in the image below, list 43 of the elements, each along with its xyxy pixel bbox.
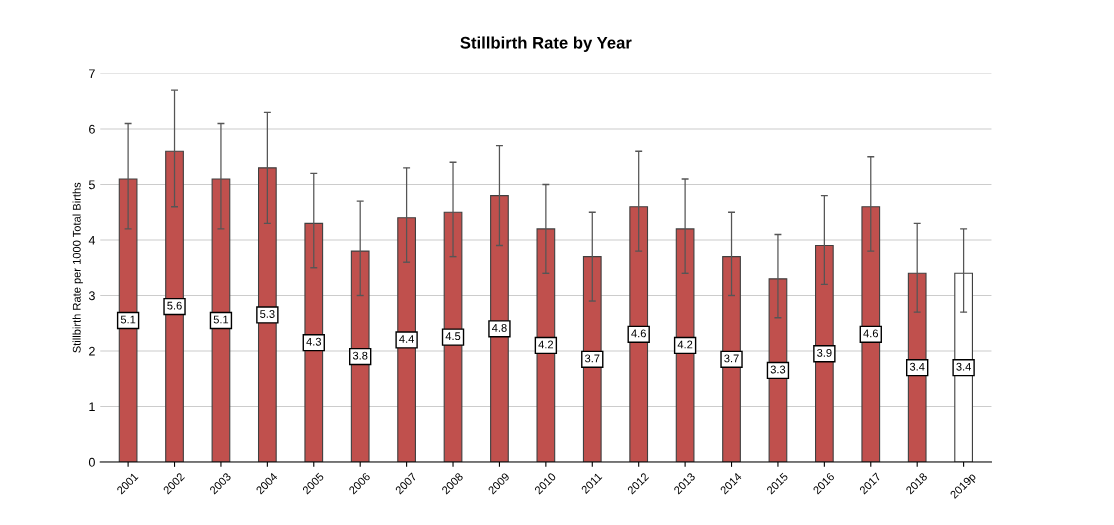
- bar: [629, 206, 649, 462]
- data-label: 3.3: [770, 365, 786, 374]
- y-tick-label: 3: [88, 291, 95, 301]
- data-label: 5.1: [213, 315, 229, 324]
- bar: [304, 222, 324, 462]
- data-label: 5.1: [120, 315, 136, 324]
- data-label: 5.3: [260, 310, 275, 318]
- bar: [211, 178, 231, 462]
- data-label: 3.7: [584, 354, 600, 363]
- bar: [490, 195, 509, 462]
- data-label: 4.3: [306, 337, 322, 346]
- bar: [536, 228, 556, 462]
- y-tick-label: 2: [89, 346, 95, 356]
- y-tick-label: 7: [89, 69, 95, 79]
- data-label: 4.6: [631, 329, 646, 338]
- y-tick-label: 6: [89, 124, 95, 134]
- data-label: 4.8: [491, 323, 507, 332]
- data-label: 3.7: [724, 354, 739, 363]
- data-label: 3.4: [956, 362, 972, 371]
- bar: [118, 178, 138, 462]
- y-axis-title: Stillbirth Rate per 1000 Total Births: [72, 182, 83, 353]
- bar: [814, 244, 834, 462]
- chart-title: Stillbirth Rate by Year: [460, 36, 632, 52]
- data-label: 4.2: [677, 340, 693, 349]
- bar: [675, 228, 695, 462]
- data-label: 3.9: [817, 348, 832, 357]
- y-tick-label: 1: [89, 402, 95, 412]
- bar: [443, 211, 463, 462]
- bar: [165, 150, 184, 462]
- data-label: 5.6: [167, 301, 182, 310]
- data-label: 3.8: [352, 351, 368, 360]
- data-label: 3.4: [909, 362, 925, 371]
- bar: [954, 272, 973, 462]
- y-tick-label: 0: [88, 457, 95, 467]
- data-label: 4.6: [863, 329, 879, 338]
- data-label: 4.2: [538, 340, 554, 349]
- bar: [861, 206, 881, 462]
- bar: [257, 167, 277, 462]
- data-label: 4.4: [399, 335, 415, 343]
- data-label: 4.5: [445, 332, 461, 341]
- y-tick-label: 4: [88, 235, 96, 245]
- bar: [397, 217, 416, 462]
- y-tick-label: 5: [88, 180, 95, 190]
